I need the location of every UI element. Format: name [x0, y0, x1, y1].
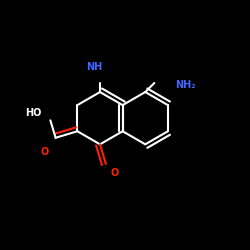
Text: NH: NH	[86, 62, 102, 72]
Text: O: O	[40, 147, 48, 157]
Text: O: O	[110, 168, 119, 178]
Text: NH₂: NH₂	[175, 80, 195, 90]
Text: HO: HO	[25, 108, 41, 118]
